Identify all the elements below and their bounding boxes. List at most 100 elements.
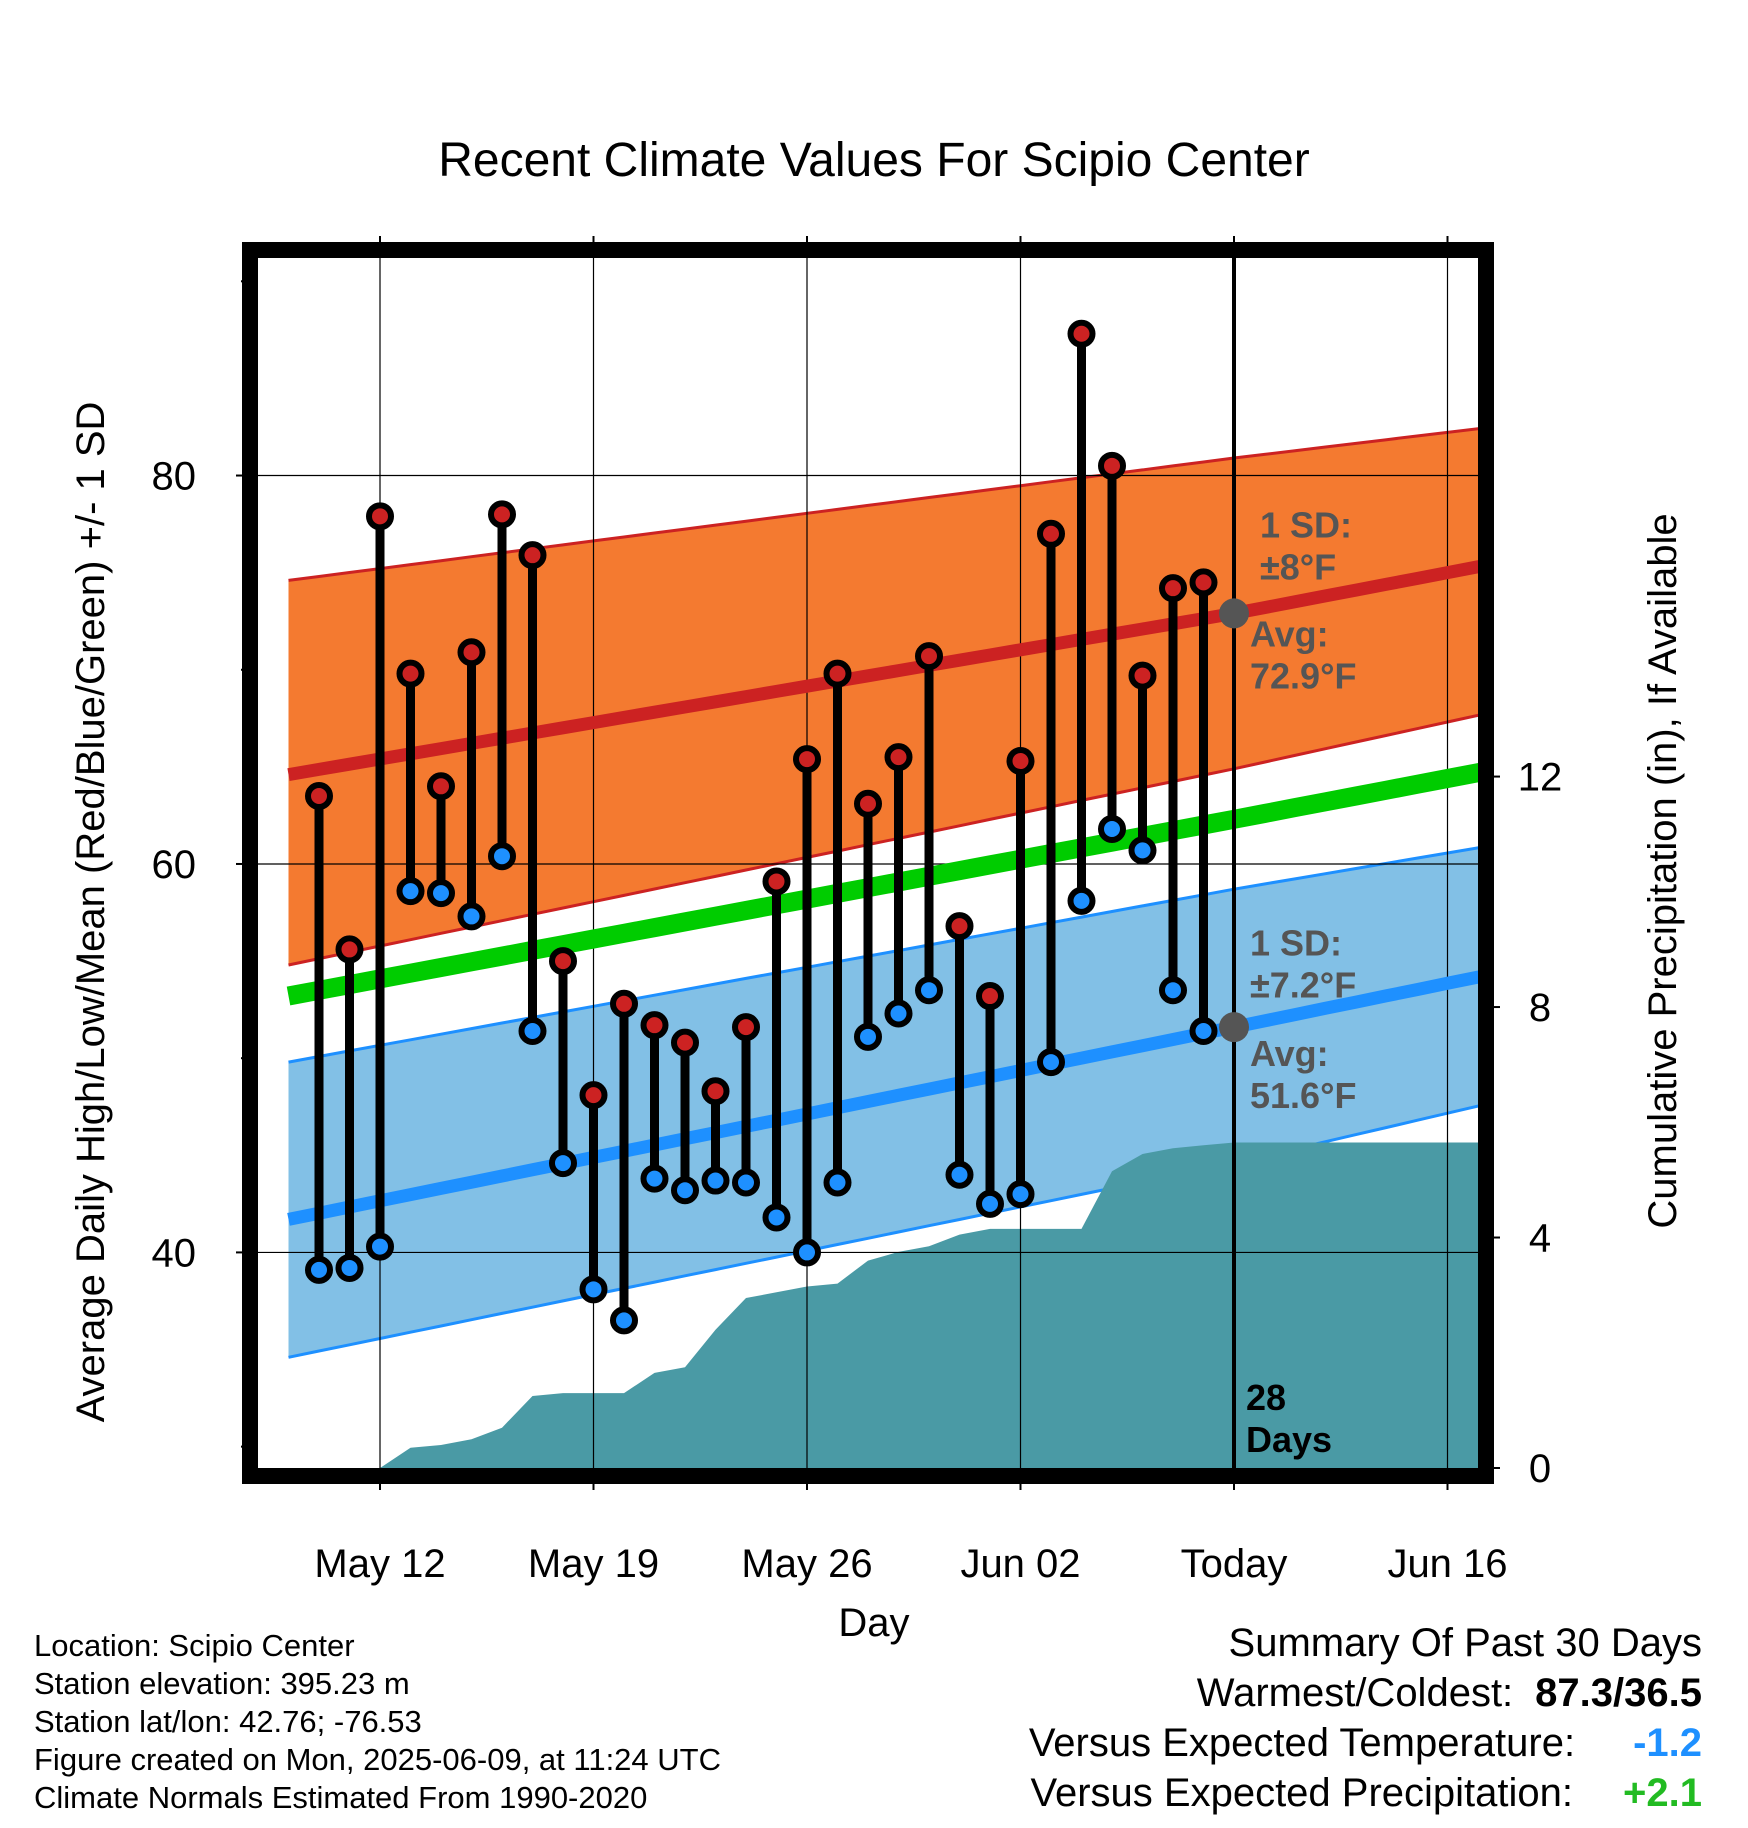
high-point — [762, 867, 791, 896]
plot-area — [258, 258, 1478, 1468]
normal-high-line — [287, 560, 1478, 782]
high-point — [793, 745, 821, 774]
low-point — [610, 1306, 638, 1335]
high-point — [1098, 451, 1126, 480]
high-point — [732, 1013, 760, 1042]
summary-temp-row: Versus Expected Temperature: -1.2 — [1029, 1718, 1702, 1768]
summary-panel: Summary Of Past 30 Days Warmest/Coldest:… — [1029, 1618, 1702, 1818]
low-point — [427, 879, 455, 908]
high-point — [305, 781, 333, 810]
x-axis-label: Day — [838, 1601, 909, 1645]
low-point — [762, 1203, 791, 1232]
high-point — [1128, 661, 1157, 690]
today-low-avg-marker — [1219, 1012, 1249, 1043]
low-point — [1006, 1180, 1035, 1209]
high-sd-label: 1 SD: ±8°F — [1260, 505, 1352, 588]
y2-axis-label: Cumulative Precipitation (in), If Availa… — [1641, 513, 1685, 1228]
low-point — [1159, 976, 1187, 1005]
high-point — [1189, 568, 1218, 597]
normal-low-line — [287, 970, 1478, 1226]
summary-temp-value: -1.2 — [1633, 1721, 1702, 1765]
low-point — [976, 1189, 1004, 1218]
x-tick-label: Jun 02 — [960, 1542, 1080, 1586]
high-point — [915, 642, 943, 671]
high-point — [1006, 747, 1035, 776]
x-tick-label: May 26 — [741, 1542, 872, 1586]
high-point — [549, 947, 577, 976]
axis-ticks — [236, 236, 1500, 1490]
summary-precip-row: Versus Expected Precipitation: +2.1 — [1029, 1768, 1703, 1818]
high-point — [1037, 519, 1065, 548]
low-point — [579, 1275, 608, 1304]
summary-precip-value: +2.1 — [1623, 1771, 1702, 1815]
low-point — [823, 1168, 852, 1197]
high-point — [1159, 574, 1187, 603]
low-point — [1098, 815, 1126, 844]
low-point — [1037, 1048, 1065, 1077]
high-point — [518, 541, 547, 570]
today-high-avg-marker — [1219, 598, 1249, 629]
y-tick-label: 40 — [152, 1231, 197, 1275]
low-point — [1128, 836, 1157, 865]
high-point — [488, 500, 516, 529]
y-tick-label: 80 — [152, 455, 197, 499]
high-sd-band — [288, 428, 1478, 965]
low-point — [366, 1232, 394, 1261]
low-point — [854, 1022, 882, 1051]
chart-title: Recent Climate Values For Scipio Center — [438, 134, 1309, 187]
high-point — [945, 912, 974, 941]
x-tick-label: Jun 16 — [1387, 1542, 1507, 1586]
y2-tick-label: 12 — [1518, 756, 1563, 800]
low-point — [335, 1253, 364, 1282]
high-point — [335, 935, 364, 964]
y2-tick-label: 8 — [1529, 986, 1551, 1030]
low-point — [396, 877, 425, 906]
low-point — [518, 1017, 547, 1046]
summary-title: Summary Of Past 30 Days — [1228, 1621, 1702, 1665]
low-point — [457, 902, 486, 931]
high-point — [579, 1081, 608, 1110]
summary-temp-label: Versus Expected Temperature: — [1028, 1721, 1576, 1765]
x-tick-label: Today — [1181, 1542, 1288, 1586]
summary-warmest-row: Warmest/Coldest: 87.3/36.5 — [1029, 1668, 1702, 1718]
low-point — [1067, 886, 1096, 915]
high-point — [610, 989, 638, 1018]
low-point — [488, 842, 516, 871]
low-point — [549, 1149, 577, 1178]
high-point — [640, 1011, 669, 1040]
high-point — [366, 502, 394, 531]
low-avg-label: Avg: 51.6°F — [1250, 1033, 1356, 1116]
high-point — [884, 743, 913, 772]
info-created: Figure created on Mon, 2025-06-09, at 11… — [34, 1742, 721, 1777]
high-point — [823, 659, 852, 688]
info-location: Location: Scipio Center — [34, 1628, 355, 1663]
station-info: Location: Scipio Center Station elevatio… — [34, 1627, 721, 1817]
high-point — [854, 789, 882, 818]
high-avg-label: Avg: 72.9°F — [1250, 613, 1356, 696]
y2-tick-label: 4 — [1529, 1217, 1551, 1261]
summary-warmest-value: 87.3/36.5 — [1535, 1671, 1702, 1715]
summary-warmest-label: Warmest/Coldest: — [1196, 1671, 1514, 1715]
low-point — [915, 976, 943, 1005]
high-point — [1067, 319, 1096, 348]
low-point — [701, 1166, 730, 1195]
low-point — [793, 1238, 821, 1267]
high-upper-edge — [288, 427, 1478, 582]
info-latlon: Station lat/lon: 42.76; -76.53 — [34, 1704, 422, 1739]
high-point — [976, 982, 1004, 1011]
y2-tick-label: 0 — [1529, 1447, 1551, 1491]
low-point — [305, 1255, 333, 1284]
high-point — [701, 1077, 730, 1106]
info-normals: Climate Normals Estimated From 1990-2020 — [34, 1780, 648, 1815]
high-point — [671, 1028, 699, 1057]
low-sd-label: 1 SD: ±7.2°F — [1250, 922, 1356, 1005]
low-point — [945, 1160, 974, 1189]
high-point — [427, 772, 455, 801]
low-point — [884, 999, 913, 1028]
summary-precip-label: Versus Expected Precipitation: — [1030, 1771, 1574, 1815]
low-point — [732, 1168, 760, 1197]
x-tick-label: May 19 — [528, 1542, 659, 1586]
x-tick-label: May 12 — [314, 1542, 445, 1586]
low-point — [671, 1176, 699, 1205]
